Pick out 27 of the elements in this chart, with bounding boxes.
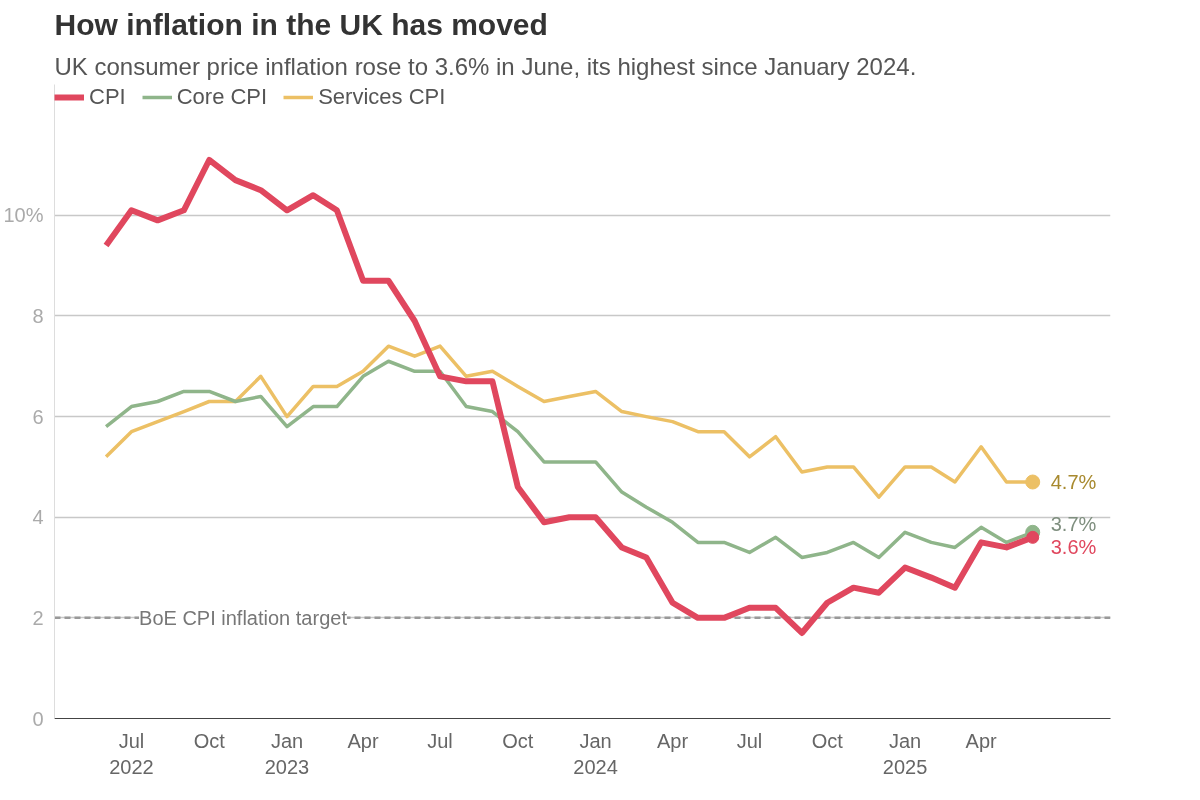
ref-line-label: BoE CPI inflation target	[139, 606, 348, 629]
x-tick-label: Oct	[811, 729, 844, 752]
y-tick-label: 2	[32, 606, 44, 629]
x-tick-label: Oct	[502, 729, 534, 752]
chart-subtitle: UK consumer price inflation rose to 3.6% in June, its highest since January 2024.	[54, 52, 917, 80]
x-tick-label: Apr	[347, 729, 379, 752]
annotation: 3.7%	[1050, 513, 1097, 536]
y-tick-label: 8	[32, 304, 44, 327]
x-tick-label: Jul	[736, 729, 763, 752]
chart-title: How inflation in the UK has moved	[54, 7, 548, 41]
y-tick-label: 4	[32, 506, 44, 529]
legend-label: CPI	[89, 84, 126, 110]
x-tick-label: Apr	[965, 729, 998, 752]
annotation: 3.6%	[1050, 536, 1097, 559]
y-tick-label: 10%	[3, 204, 44, 227]
x-tick-label: Apr	[656, 729, 689, 752]
x-tick-label: Jan 2025	[882, 729, 928, 778]
annotation: 4.7%	[1050, 471, 1097, 494]
x-tick-label: Jul	[427, 729, 453, 752]
x-tick-label: Jul 2022	[109, 729, 154, 778]
y-tick-label: 0	[32, 707, 44, 730]
x-tick-label: Jan 2023	[264, 729, 310, 778]
legend-label: Services CPI	[318, 84, 446, 110]
legend-label: Core CPI	[176, 84, 268, 110]
x-tick-label: Oct	[193, 729, 226, 752]
x-tick-label: Jan 2024	[573, 729, 618, 778]
y-tick-label: 6	[32, 405, 44, 428]
